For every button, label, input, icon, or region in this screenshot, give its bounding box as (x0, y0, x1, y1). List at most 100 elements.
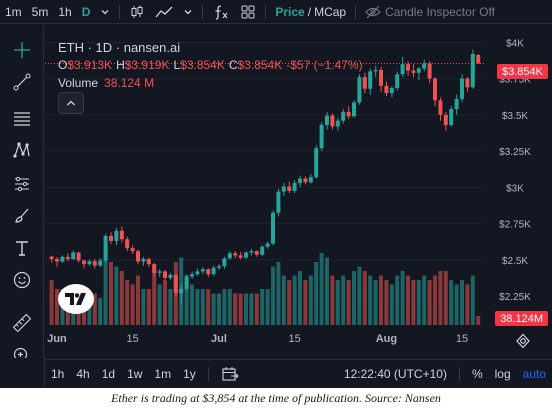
trendline-tool[interactable] (8, 69, 36, 95)
candle-body (357, 77, 362, 103)
tradingview-logo[interactable] (58, 284, 94, 314)
volume-bar (119, 271, 124, 325)
indicators-button[interactable] (207, 1, 235, 23)
percent-scale-toggle[interactable]: % (471, 366, 483, 381)
candle-body (179, 288, 184, 294)
change-value: -$57 (−1.47%) (286, 58, 363, 72)
price-chart[interactable]: $4K $3.75K $3.5K $3.25K $3K $2.75K $2.5K $2.25K… (45, 25, 552, 359)
chart-settings-button[interactable] (512, 330, 534, 352)
price-tick-label: $4K (506, 38, 524, 49)
chevron-down-icon (101, 9, 109, 14)
candle-body (152, 264, 157, 273)
goto-date-button[interactable] (215, 363, 245, 385)
candle-body (249, 251, 254, 253)
layouts-button[interactable] (235, 1, 261, 23)
volume-bar (276, 262, 281, 325)
candle-body (87, 261, 92, 265)
volume-bar (454, 284, 459, 325)
low-value: $3.854K (180, 58, 225, 72)
volume-bar (411, 280, 416, 325)
candle-body (352, 102, 356, 117)
emoji-icon (13, 271, 31, 289)
candle-body (395, 74, 400, 89)
text-tool[interactable] (8, 235, 36, 261)
candle-body (76, 252, 81, 261)
range-1m[interactable]: 1m (154, 366, 172, 381)
candles-icon (131, 5, 143, 18)
auto-scale-toggle[interactable]: auto (522, 366, 546, 381)
interval-1h[interactable]: 1h (58, 4, 72, 19)
candle-body (125, 239, 130, 249)
close-label: C (228, 58, 238, 72)
candle-body (373, 69, 378, 72)
candle-body (281, 186, 286, 192)
volume-bar (325, 257, 329, 325)
range-4h[interactable]: 4h (76, 366, 90, 381)
horizontal-lines-tool[interactable] (8, 105, 36, 131)
candle-body (276, 191, 281, 213)
range-1h[interactable]: 1h (51, 366, 65, 381)
price-mcap-separator: / (307, 4, 312, 19)
interval-dropdown-button[interactable] (95, 1, 115, 23)
candle-body (265, 243, 270, 247)
volume-bar (227, 289, 232, 325)
range-1w[interactable]: 1w (127, 366, 143, 381)
toolbar-divider (265, 4, 267, 19)
close-value: $3.854K (237, 58, 283, 72)
crosshair-tool[interactable] (8, 37, 36, 63)
price-mcap-toggle[interactable]: Price / MCap (270, 1, 351, 23)
chart-type-line-button[interactable] (150, 1, 178, 23)
candle-inspector-toggle[interactable]: Candle Inspector Off (360, 1, 500, 23)
volume-bar (55, 289, 59, 325)
range-1y[interactable]: 1y (183, 366, 196, 381)
mcap-label: MCap (314, 4, 347, 19)
volume-bar (395, 275, 400, 325)
range-1d[interactable]: 1d (101, 366, 116, 381)
interval-d[interactable]: D (81, 4, 91, 19)
volume-bar (238, 293, 243, 325)
interval-5m[interactable]: 5m (31, 4, 49, 19)
layouts-icon (241, 5, 255, 18)
candle-body (460, 78, 464, 99)
emoji-tool[interactable] (8, 267, 36, 293)
candle-inspector-label: Candle Inspector Off (385, 4, 495, 19)
legend-title-row: ETH · 1D · nansen.ai (58, 38, 367, 56)
ruler-tool[interactable] (8, 310, 36, 336)
volume-bar (125, 280, 130, 325)
volume-bar (389, 284, 394, 325)
timezone-clock[interactable]: 12:22:40 (UTC+10) (343, 366, 447, 381)
price-axis[interactable]: $4K $3.75K $3.5K $3.25K $3K $2.75K $2.5K $2.25K (499, 38, 531, 303)
candle-body (260, 246, 265, 255)
forecast-tool[interactable] (8, 171, 36, 197)
time-axis[interactable]: Jun 15 Jul 15 Aug 15 (47, 333, 468, 345)
interval-1m[interactable]: 1m (5, 4, 22, 19)
candle-body (303, 178, 308, 183)
collapse-legend-button[interactable] (58, 92, 84, 114)
price-tick-label: $2.75K (499, 220, 531, 231)
candle-body (114, 230, 119, 241)
volume-bar (346, 280, 351, 325)
volume-value: 38.124 M (104, 76, 155, 90)
symbol-title[interactable]: ETH · 1D · nansen.ai (58, 39, 181, 55)
time-tick-label: Jun (47, 333, 67, 345)
candle-body (200, 269, 205, 272)
pattern-tool[interactable] (8, 137, 36, 163)
volume-bar (163, 280, 167, 325)
text-icon (16, 241, 28, 256)
open-value: $3.913K (67, 58, 113, 72)
low-label: L (173, 58, 181, 72)
volume-bar (254, 293, 259, 325)
volume-bar (422, 275, 427, 325)
volume-bar (427, 280, 432, 325)
chart-type-candles-button[interactable] (124, 1, 150, 23)
candle-body (141, 259, 146, 262)
brush-tool[interactable] (8, 203, 36, 229)
bottom-divider (207, 366, 209, 381)
volume-bar (314, 262, 319, 325)
candle-body (389, 88, 394, 94)
candle-body (379, 69, 383, 86)
candle-body (184, 276, 189, 289)
price-tick-label: $3.5K (502, 111, 528, 122)
chart-type-dropdown-button[interactable] (178, 1, 198, 23)
log-scale-toggle[interactable]: log (494, 366, 511, 381)
